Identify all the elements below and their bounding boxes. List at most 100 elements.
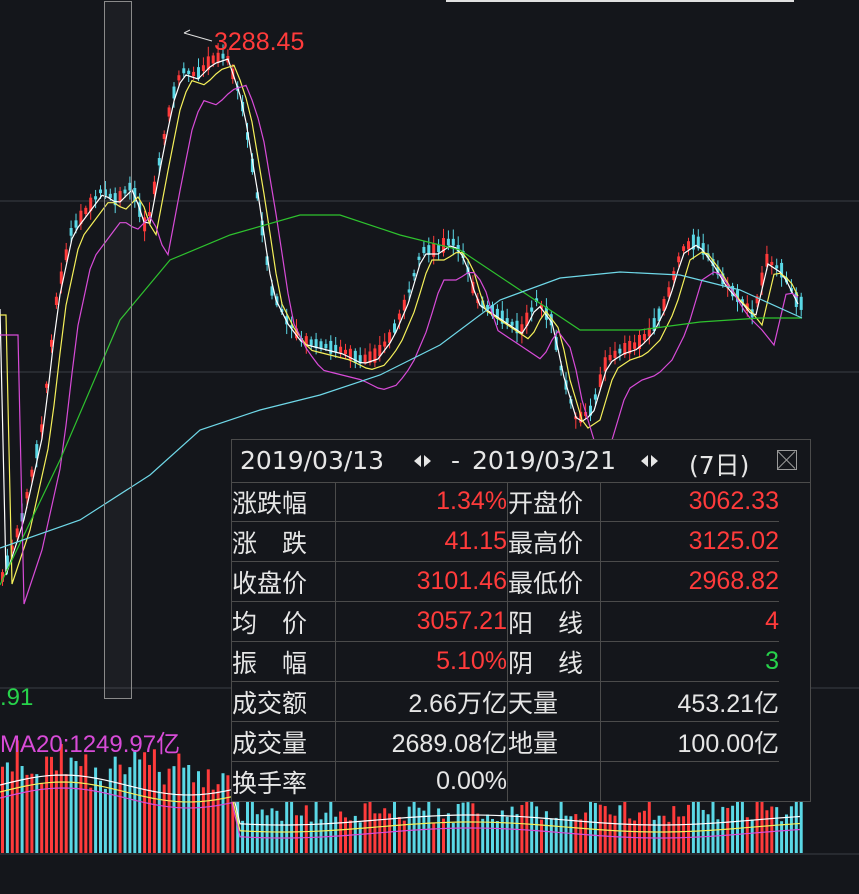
candle-body (540, 304, 543, 309)
range-stats-popup[interactable]: 2019/03/13 - 2019/03/21 (7日) 涨跌幅 1.34% 开盘价… (231, 439, 811, 802)
candle-body (172, 86, 176, 99)
volume-bar (540, 819, 543, 853)
candle-body (143, 217, 147, 232)
candle-body (99, 189, 102, 194)
volume-bar (138, 759, 142, 853)
candle-body (89, 197, 93, 212)
candle-body (35, 444, 39, 459)
end-date-stepper-icon[interactable] (641, 454, 659, 468)
volume-bar (657, 815, 661, 853)
candle-body (417, 256, 421, 260)
volume-bar (177, 753, 181, 853)
volume-bar (446, 813, 450, 853)
stat-value: 41.15 (335, 521, 508, 562)
volume-bar (618, 805, 622, 853)
candle-body (642, 334, 646, 341)
candle-body (54, 296, 58, 306)
volume-bar (334, 816, 338, 853)
candle-body (721, 273, 725, 285)
volume-bar (589, 799, 592, 853)
volume-bar (486, 814, 490, 853)
volume-bar (510, 806, 514, 853)
volume-bar (118, 764, 122, 853)
close-icon[interactable] (777, 450, 797, 470)
stat-value: 3057.21 (335, 601, 508, 642)
volume-bar (226, 775, 230, 853)
candle-body (740, 299, 744, 304)
candle-body (402, 299, 406, 311)
volume-bar (647, 799, 651, 853)
candle-body (260, 220, 264, 236)
selection-range-box[interactable] (104, 1, 132, 699)
candle-body (329, 340, 333, 354)
candle-body (682, 246, 686, 251)
volume-bar (383, 808, 387, 853)
candle-body (368, 351, 372, 363)
volume-bar (530, 798, 534, 853)
volume-bar (794, 800, 798, 853)
volume-bar (569, 816, 573, 853)
candle-body (515, 320, 519, 334)
candle-body (613, 350, 617, 358)
candle-body (662, 298, 666, 312)
volume-bar (197, 771, 200, 853)
candle-body (510, 321, 514, 326)
stats-row: 换手率 0.00% (232, 761, 780, 802)
stat-value (601, 762, 780, 802)
volume-bar (20, 766, 24, 853)
volume-bar (324, 812, 328, 853)
volume-bar (672, 806, 676, 853)
stats-row: 收盘价 3101.46 最低价 2968.82 (232, 561, 779, 602)
candle-body (623, 342, 627, 355)
stat-value: 3062.33 (600, 482, 779, 522)
volume-bar (295, 815, 298, 853)
stat-value: 2689.08亿 (335, 721, 508, 762)
stats-row: 成交量 2689.08亿 地量 100.00亿 (232, 721, 779, 762)
volume-bar (652, 819, 656, 853)
volume-bar (696, 800, 700, 853)
volume-bar (30, 773, 34, 853)
candle-body (339, 346, 343, 353)
candle-body (74, 220, 78, 228)
volume-bar (255, 814, 259, 853)
candle-body (486, 304, 490, 310)
candle-body (250, 158, 254, 173)
volume-bar (250, 800, 254, 853)
candle-body (324, 343, 328, 349)
candle-body (799, 296, 803, 310)
stat-value: 1.34% (335, 482, 508, 522)
candle-body (549, 314, 553, 326)
candlesticks (1, 43, 803, 586)
high-price-label: 3288.45 (214, 28, 305, 56)
stat-label: 换手率 (232, 761, 336, 801)
candle-body (45, 383, 49, 388)
volume-bar (89, 787, 93, 853)
candle-body (677, 256, 681, 263)
candle-body (363, 354, 367, 363)
volume-bar (427, 799, 431, 853)
volume-bar (148, 764, 151, 853)
volume-bar (5, 762, 9, 853)
candle-body (148, 212, 151, 216)
volume-bar (206, 769, 210, 853)
candle-body (383, 341, 387, 347)
candle-body (397, 313, 401, 320)
candle-body (25, 492, 29, 499)
stats-row: 涨跌幅 1.34% 开盘价 3062.33 (232, 482, 779, 522)
candle-body (1, 572, 4, 582)
candle-body (657, 308, 661, 322)
candle-body (608, 354, 612, 361)
stat-value: 5.10% (335, 641, 508, 682)
volume-bar (549, 818, 553, 853)
candle-body (598, 374, 602, 387)
volume-bar (162, 784, 166, 853)
stat-value: 100.00亿 (600, 721, 779, 762)
candle-body (59, 271, 63, 284)
volume-bar (54, 770, 58, 853)
candle-body (755, 296, 759, 304)
start-date-stepper-icon[interactable] (414, 454, 432, 468)
stat-label: 涨跌幅 (232, 482, 336, 522)
volume-bar (422, 810, 426, 853)
